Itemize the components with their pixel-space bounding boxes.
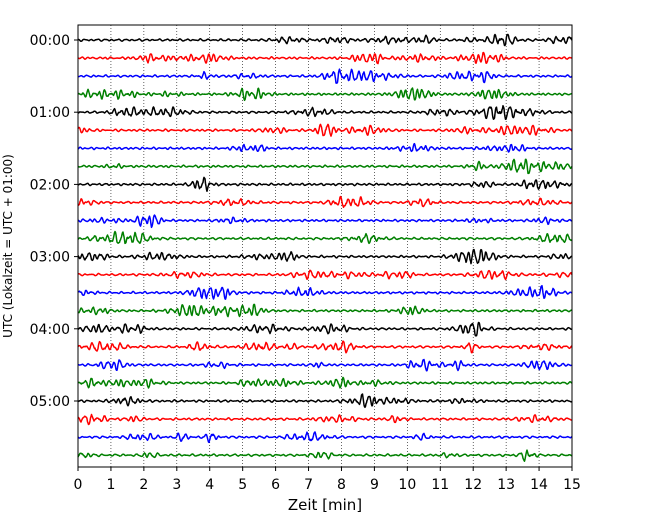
x-tick-label: 3	[172, 477, 181, 493]
trace-line	[77, 123, 573, 137]
x-tick-label: 1	[106, 477, 115, 493]
trace-line	[77, 176, 573, 193]
trace-line	[77, 195, 573, 209]
x-tick-label: 8	[337, 477, 346, 493]
x-tick-label: 0	[74, 477, 83, 493]
y-tick-label: 02:00	[30, 177, 70, 193]
trace-line	[77, 68, 573, 84]
y-tick-label: 01:00	[30, 105, 70, 121]
trace-line	[77, 87, 573, 102]
trace-line	[77, 321, 573, 337]
x-tick-label: 7	[304, 477, 313, 493]
x-tick-label: 6	[271, 477, 280, 493]
trace-line	[77, 214, 573, 229]
plot-frame	[77, 24, 573, 468]
trace-layer	[77, 33, 573, 462]
trace-line	[77, 230, 573, 245]
trace-line	[77, 376, 573, 389]
y-tick-label: 00:00	[30, 33, 70, 49]
trace-line	[77, 413, 573, 426]
trace-line	[77, 449, 573, 462]
x-axis: 0 1 2 3 4 5 6 7 8 9 10 11 12 13 14 15	[74, 467, 581, 493]
trace-line	[77, 303, 573, 318]
trace-line	[77, 158, 573, 175]
trace-line	[77, 142, 573, 153]
y-axis-label: UTC (Lokalzeit = UTC + 01:00)	[1, 154, 15, 338]
trace-line	[77, 33, 573, 47]
x-tick-label: 2	[139, 477, 148, 493]
trace-line	[77, 393, 573, 409]
x-axis-label: Zeit [min]	[288, 496, 362, 514]
trace-line	[77, 284, 573, 300]
y-axis: 00:00 01:00 02:00 03:00 04:00 05:00	[30, 33, 78, 410]
x-tick-label: 13	[497, 477, 515, 493]
y-tick-label: 05:00	[30, 394, 70, 410]
y-tick-label: 03:00	[30, 250, 70, 266]
trace-line	[77, 105, 573, 120]
x-tick-label: 14	[530, 477, 548, 493]
x-tick-label: 10	[398, 477, 416, 493]
x-tick-label: 11	[431, 477, 449, 493]
x-tick-label: 12	[464, 477, 482, 493]
trace-line	[77, 340, 573, 354]
y-tick-label: 04:00	[30, 322, 70, 338]
x-tick-label: 15	[563, 477, 581, 493]
x-tick-label: 4	[205, 477, 214, 493]
plot-background	[78, 25, 572, 467]
trace-line	[77, 248, 573, 265]
trace-line	[77, 51, 573, 65]
trace-line	[77, 358, 573, 372]
trace-line	[77, 269, 573, 281]
trace-line	[77, 431, 573, 444]
x-tick-label: 9	[370, 477, 379, 493]
x-tick-label: 5	[238, 477, 247, 493]
